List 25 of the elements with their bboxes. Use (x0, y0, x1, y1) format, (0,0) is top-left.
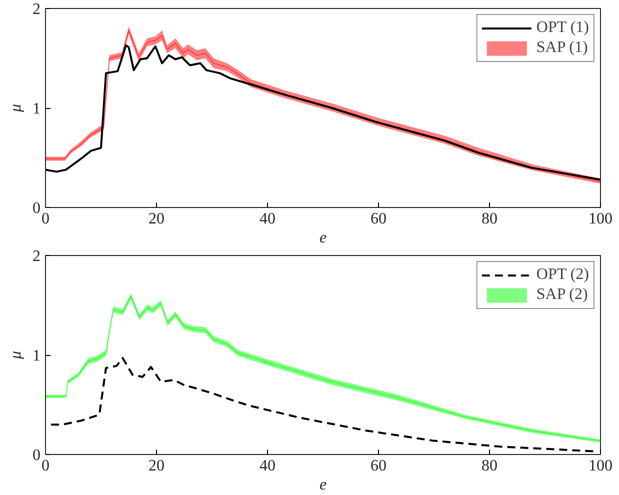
y-tick-label: 1 (32, 100, 40, 118)
x-tick-label: 100 (588, 210, 612, 228)
legend-label: OPT (2) (536, 266, 589, 284)
x-tick-label: 60 (370, 210, 386, 228)
x-tick-label: 60 (370, 458, 386, 474)
x-tick-label: 40 (260, 210, 276, 228)
x-tick-label: 40 (260, 458, 276, 474)
x-tick-label: 80 (482, 210, 498, 228)
legend-label: SAP (2) (536, 286, 588, 304)
y-tick-label: 0 (32, 200, 40, 217)
x-tick-label: 80 (482, 458, 498, 474)
y-tick-label: 1 (32, 348, 40, 364)
y-axis-title: μ (8, 104, 24, 114)
line-series (50, 356, 600, 453)
legend-label: OPT (1) (536, 19, 589, 37)
y-axis-title: μ (8, 350, 24, 360)
legend-label: SAP (1) (536, 39, 588, 57)
y-tick-label: 2 (32, 248, 40, 265)
x-tick-label: 20 (148, 458, 164, 474)
x-axis-title: e (319, 476, 327, 494)
x-tick-label: 20 (148, 210, 164, 228)
x-axis-title: e (319, 230, 327, 246)
x-tick-label: 100 (588, 458, 612, 474)
y-tick-label: 2 (32, 1, 40, 18)
y-tick-label: 0 (32, 447, 40, 464)
